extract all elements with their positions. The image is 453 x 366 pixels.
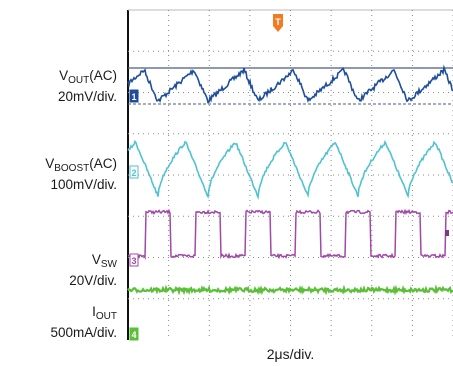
ch3-marker-text: 3	[131, 256, 136, 266]
iout-label-main: I	[92, 304, 96, 319]
vsw-label: VSW 20V/div.	[69, 252, 117, 289]
vout-label: VOUT(AC) 20mV/div.	[58, 68, 117, 105]
ch2-marker-box	[129, 165, 139, 179]
vout-label-tail: (AC)	[89, 68, 117, 83]
iout-trace	[127, 284, 453, 296]
vsw-scale: 20V/div.	[69, 273, 117, 288]
vout-label-main: V	[59, 68, 69, 83]
trigger-marker-shape	[273, 14, 283, 32]
vboost-trace	[127, 139, 453, 200]
vboost-label-sub: BOOST	[54, 163, 90, 174]
x-axis-label: 2μs/div.	[266, 346, 315, 362]
channel-markers: 1 2 3 4 T	[129, 14, 449, 341]
trigger-marker-text: T	[275, 17, 281, 27]
vout-scale: 20mV/div.	[57, 89, 117, 104]
vout-trace	[127, 64, 453, 104]
iout-scale: 500mA/div.	[50, 325, 117, 340]
vboost-label: VBOOST(AC) 100mV/div.	[45, 156, 117, 193]
vboost-scale: 100mV/div.	[50, 177, 117, 192]
ch4-marker-text: 4	[131, 330, 136, 340]
vboost-label-tail: (AC)	[89, 156, 117, 171]
vsw-right-edge-indicator	[445, 230, 449, 236]
vboost-label-main: V	[45, 156, 55, 171]
ch1-marker-box	[129, 89, 139, 103]
ch3-marker: 3	[129, 253, 139, 267]
vsw-label-main: V	[91, 252, 101, 267]
ch4-marker: 4	[129, 327, 139, 341]
iout-label-sub: OUT	[95, 311, 117, 322]
iout-label: IOUT 500mA/div.	[50, 304, 117, 341]
ch1-marker-text: 1	[131, 92, 136, 102]
ch3-marker-box	[129, 253, 139, 267]
ch2-marker: 2	[129, 165, 139, 179]
ch4-marker-box	[129, 327, 139, 341]
ch2-marker-text: 2	[131, 168, 136, 178]
vsw-trace	[127, 208, 453, 261]
vsw-label-sub: SW	[100, 259, 117, 270]
vout-label-sub: OUT	[68, 75, 90, 86]
waveform-traces	[127, 64, 453, 296]
trigger-marker: T	[273, 14, 283, 32]
ch1-marker: 1	[129, 89, 139, 103]
